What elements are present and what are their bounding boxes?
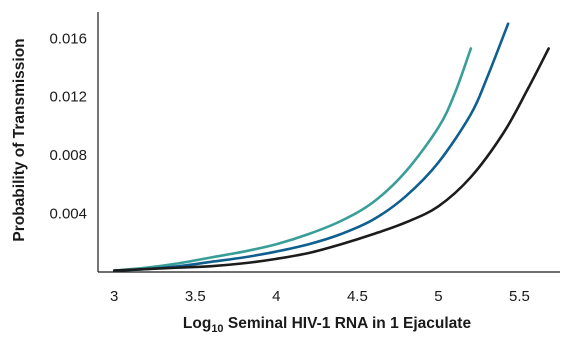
- y-tick-label: 0.016: [49, 30, 87, 47]
- y-tick-label: 0.004: [49, 206, 87, 223]
- x-tick-label: 5: [434, 288, 442, 305]
- y-tick-label: 0.008: [49, 147, 87, 164]
- x-axis-title-prefix: Log: [183, 315, 211, 332]
- x-axis-title-subscript: 10: [211, 323, 223, 335]
- series-line-3: [112, 47, 550, 272]
- x-tick-label: 4: [272, 288, 280, 305]
- x-tick-label: 5.5: [509, 288, 530, 305]
- series-line-1: [112, 47, 473, 272]
- chart-axes: [97, 12, 560, 273]
- x-axis-title-suffix: Seminal HIV-1 RNA in 1 Ejaculate: [224, 315, 472, 332]
- x-tick-label: 3: [110, 288, 118, 305]
- x-axis-ticks: 3 3.5 4 4.5 5 5.5: [110, 288, 530, 305]
- y-tick-label: 0.012: [49, 89, 87, 106]
- x-tick-label: 3.5: [185, 288, 206, 305]
- series-line-2: [112, 22, 510, 272]
- y-axis-ticks: 0.004 0.008 0.012 0.016: [49, 30, 87, 222]
- x-axis-title: Log10 Seminal HIV-1 RNA in 1 Ejaculate: [183, 315, 472, 335]
- x-tick-label: 4.5: [347, 288, 368, 305]
- chart-series-group: [112, 22, 550, 272]
- y-axis-title: Probability of Transmission: [11, 38, 28, 241]
